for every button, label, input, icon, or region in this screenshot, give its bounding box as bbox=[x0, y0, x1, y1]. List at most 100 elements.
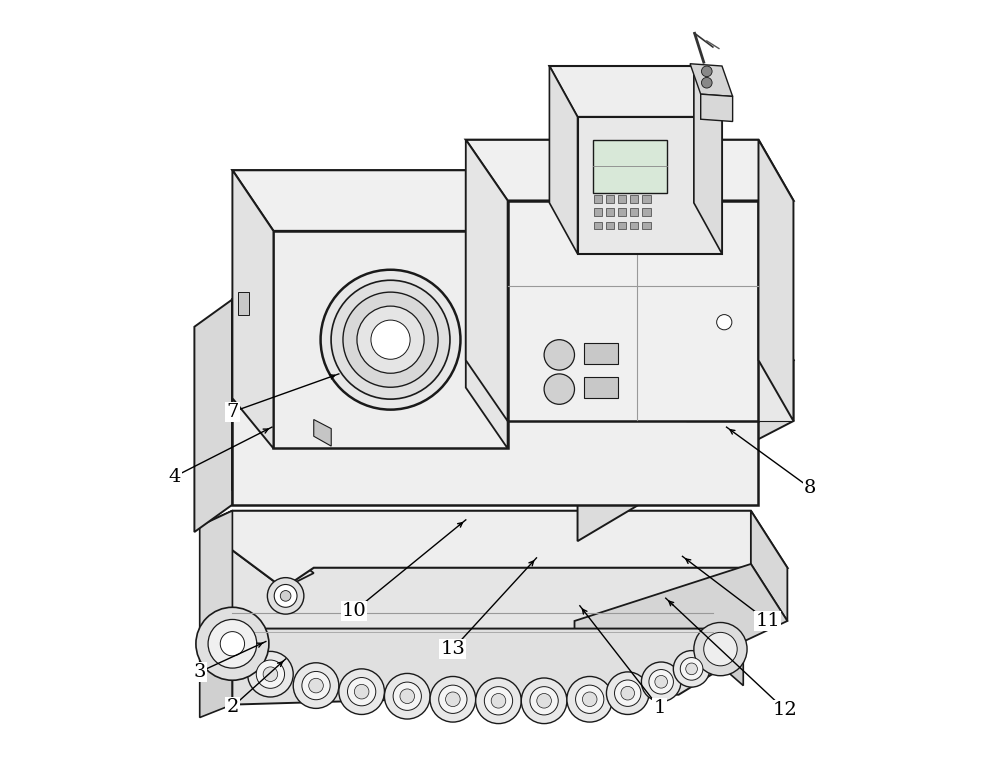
Text: 4: 4 bbox=[168, 468, 181, 485]
Circle shape bbox=[280, 591, 291, 601]
Polygon shape bbox=[508, 201, 758, 421]
Circle shape bbox=[321, 270, 460, 410]
Bar bbox=[606, 222, 614, 230]
Bar bbox=[594, 195, 602, 203]
Polygon shape bbox=[273, 231, 508, 449]
Text: 13: 13 bbox=[440, 640, 465, 658]
Circle shape bbox=[196, 607, 269, 681]
Circle shape bbox=[484, 687, 513, 715]
Circle shape bbox=[606, 672, 649, 714]
Polygon shape bbox=[578, 360, 793, 541]
Circle shape bbox=[302, 671, 330, 700]
Circle shape bbox=[544, 374, 575, 404]
Bar bbox=[584, 343, 618, 364]
Circle shape bbox=[704, 633, 737, 666]
Polygon shape bbox=[578, 117, 722, 254]
Polygon shape bbox=[200, 510, 787, 588]
Polygon shape bbox=[690, 64, 733, 96]
Circle shape bbox=[673, 651, 710, 687]
Bar bbox=[630, 208, 638, 216]
Circle shape bbox=[430, 677, 476, 722]
Circle shape bbox=[544, 340, 575, 370]
Circle shape bbox=[354, 684, 369, 699]
Bar bbox=[642, 195, 651, 203]
Polygon shape bbox=[758, 299, 793, 421]
Polygon shape bbox=[575, 564, 787, 672]
Polygon shape bbox=[466, 170, 508, 449]
Bar bbox=[642, 208, 651, 216]
Bar bbox=[238, 291, 249, 314]
Text: 7: 7 bbox=[226, 403, 239, 421]
Text: 2: 2 bbox=[226, 698, 239, 716]
Circle shape bbox=[717, 314, 732, 330]
Circle shape bbox=[530, 687, 558, 715]
Bar bbox=[618, 195, 626, 203]
Bar bbox=[606, 208, 614, 216]
Circle shape bbox=[576, 685, 604, 713]
Polygon shape bbox=[232, 299, 793, 489]
Polygon shape bbox=[686, 360, 793, 421]
Polygon shape bbox=[549, 66, 722, 117]
Circle shape bbox=[371, 320, 410, 359]
Circle shape bbox=[446, 692, 460, 707]
Circle shape bbox=[256, 660, 285, 688]
Polygon shape bbox=[466, 140, 508, 421]
Circle shape bbox=[680, 658, 703, 680]
Circle shape bbox=[309, 678, 323, 693]
Circle shape bbox=[439, 685, 467, 713]
Polygon shape bbox=[200, 510, 232, 644]
Circle shape bbox=[208, 620, 257, 668]
Circle shape bbox=[274, 584, 297, 607]
Text: 3: 3 bbox=[193, 663, 206, 681]
Circle shape bbox=[641, 662, 681, 701]
Text: 12: 12 bbox=[773, 701, 797, 719]
Circle shape bbox=[248, 652, 293, 697]
Circle shape bbox=[476, 678, 521, 723]
Polygon shape bbox=[758, 140, 793, 421]
Bar bbox=[630, 195, 638, 203]
Text: 11: 11 bbox=[755, 612, 780, 630]
Polygon shape bbox=[466, 140, 793, 201]
Circle shape bbox=[491, 694, 506, 708]
Bar bbox=[606, 195, 614, 203]
Circle shape bbox=[293, 663, 339, 708]
Circle shape bbox=[649, 670, 673, 694]
Circle shape bbox=[331, 280, 450, 399]
Circle shape bbox=[701, 66, 712, 76]
Polygon shape bbox=[232, 170, 508, 231]
Text: 1: 1 bbox=[653, 700, 666, 717]
Polygon shape bbox=[200, 629, 232, 717]
Circle shape bbox=[686, 663, 697, 674]
Circle shape bbox=[220, 632, 245, 656]
Polygon shape bbox=[232, 170, 273, 449]
Polygon shape bbox=[314, 420, 331, 446]
Polygon shape bbox=[232, 510, 751, 629]
Bar bbox=[594, 208, 602, 216]
Circle shape bbox=[263, 667, 278, 681]
Polygon shape bbox=[751, 510, 787, 621]
Polygon shape bbox=[200, 510, 314, 588]
Circle shape bbox=[537, 694, 551, 708]
Circle shape bbox=[582, 692, 597, 707]
Circle shape bbox=[343, 292, 438, 388]
Circle shape bbox=[357, 306, 424, 373]
Circle shape bbox=[521, 678, 567, 723]
Polygon shape bbox=[232, 299, 758, 504]
Bar bbox=[630, 222, 638, 230]
Circle shape bbox=[694, 623, 747, 676]
Bar bbox=[594, 222, 602, 230]
Bar bbox=[618, 222, 626, 230]
Text: 10: 10 bbox=[342, 602, 366, 620]
Circle shape bbox=[400, 689, 415, 703]
Polygon shape bbox=[713, 629, 743, 686]
Circle shape bbox=[347, 678, 376, 706]
Circle shape bbox=[393, 682, 421, 710]
Polygon shape bbox=[549, 66, 578, 254]
Polygon shape bbox=[701, 94, 733, 121]
Bar bbox=[642, 222, 651, 230]
Text: 8: 8 bbox=[804, 479, 816, 497]
Circle shape bbox=[655, 675, 667, 688]
Circle shape bbox=[339, 669, 384, 714]
Polygon shape bbox=[194, 299, 232, 532]
Bar bbox=[618, 208, 626, 216]
